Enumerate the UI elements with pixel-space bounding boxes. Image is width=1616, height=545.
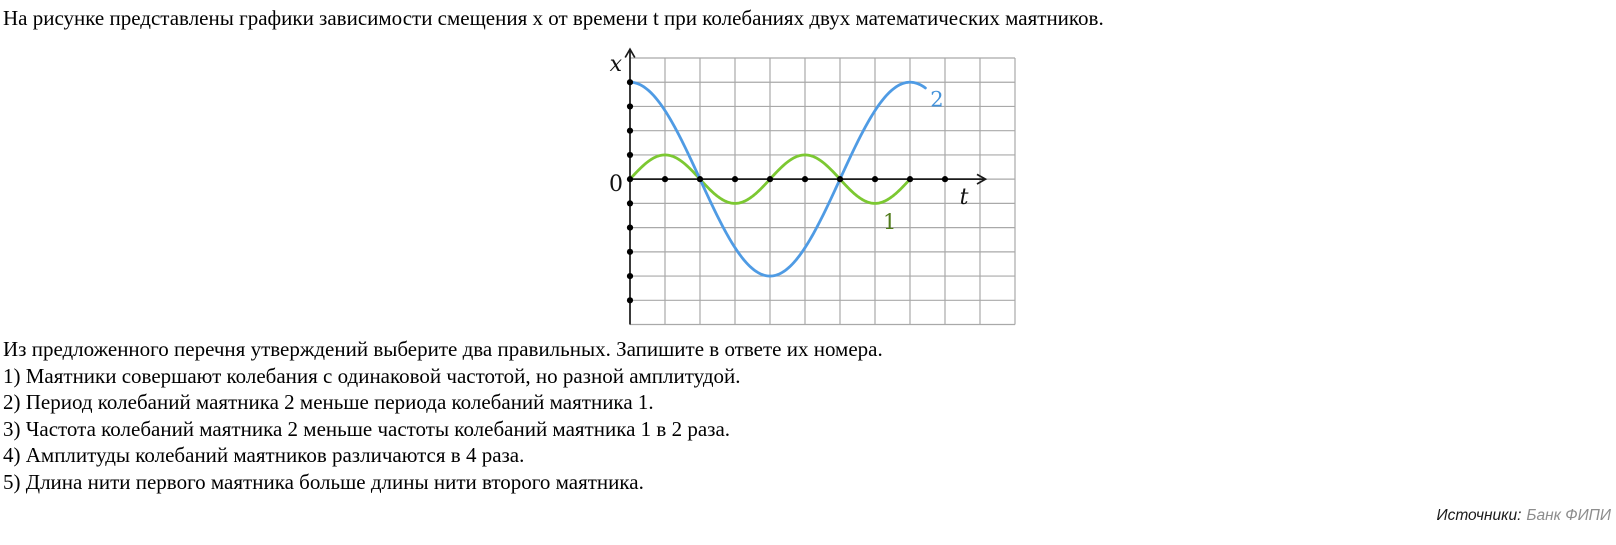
task-text: Из предложенного перечня утверждений выб… [3, 337, 883, 361]
x-axis-dot [626, 127, 634, 134]
origin-label: 0 [609, 172, 623, 197]
t-axis-arrow-icon [976, 173, 988, 185]
x-axis-dot [626, 176, 634, 183]
x-axis-dot [626, 79, 634, 86]
problem-intro: На рисунке представлены графики зависимо… [3, 6, 1104, 30]
oscillation-plot: x t 0 1 2 [609, 47, 1016, 326]
x-axis-dot [626, 103, 634, 110]
t-axis-dot [731, 176, 739, 183]
statement-2: 2) Период колебаний маятника 2 меньше пе… [3, 390, 654, 415]
statement-1: 1) Маятники совершают колебания с одинак… [3, 363, 741, 388]
graph-figure: x t 0 1 2 [596, 45, 1026, 335]
pendulum-2-curve [628, 80, 927, 278]
x-axis-dot [626, 297, 634, 304]
task-block: Из предложенного перечня утверждений выб… [3, 336, 883, 496]
x-axis-dot [626, 272, 634, 280]
t-axis-dot [696, 176, 704, 183]
t-axis-dot [801, 176, 809, 183]
t-axis-label: t [960, 185, 969, 210]
t-axis-dot [871, 176, 879, 183]
t-axis-dot [661, 176, 669, 183]
source-label: Источники: [1436, 507, 1522, 524]
y-axis-label: x [610, 52, 623, 77]
x-axis-dot [626, 248, 634, 255]
curve-label-2: 2 [930, 87, 943, 111]
statement-5: 5) Длина нити первого маятника больше дл… [3, 469, 644, 494]
source-value: Банк ФИПИ [1526, 507, 1611, 524]
x-axis-dot [626, 151, 634, 159]
t-axis-dot [766, 176, 774, 183]
y-axis-arrow-icon [624, 47, 636, 58]
curve-label-1: 1 [883, 210, 896, 234]
t-axis-dot [906, 176, 914, 183]
source-credit: Источники: Банк ФИПИ [1436, 507, 1611, 525]
t-axis-dot [941, 176, 949, 183]
x-axis-dot [626, 200, 634, 207]
statement-3: 3) Частота колебаний маятника 2 меньше ч… [3, 416, 731, 441]
x-axis-dot [626, 224, 634, 231]
statement-4: 4) Амплитуды колебаний маятников различа… [3, 443, 525, 468]
t-axis-dot [836, 176, 844, 183]
